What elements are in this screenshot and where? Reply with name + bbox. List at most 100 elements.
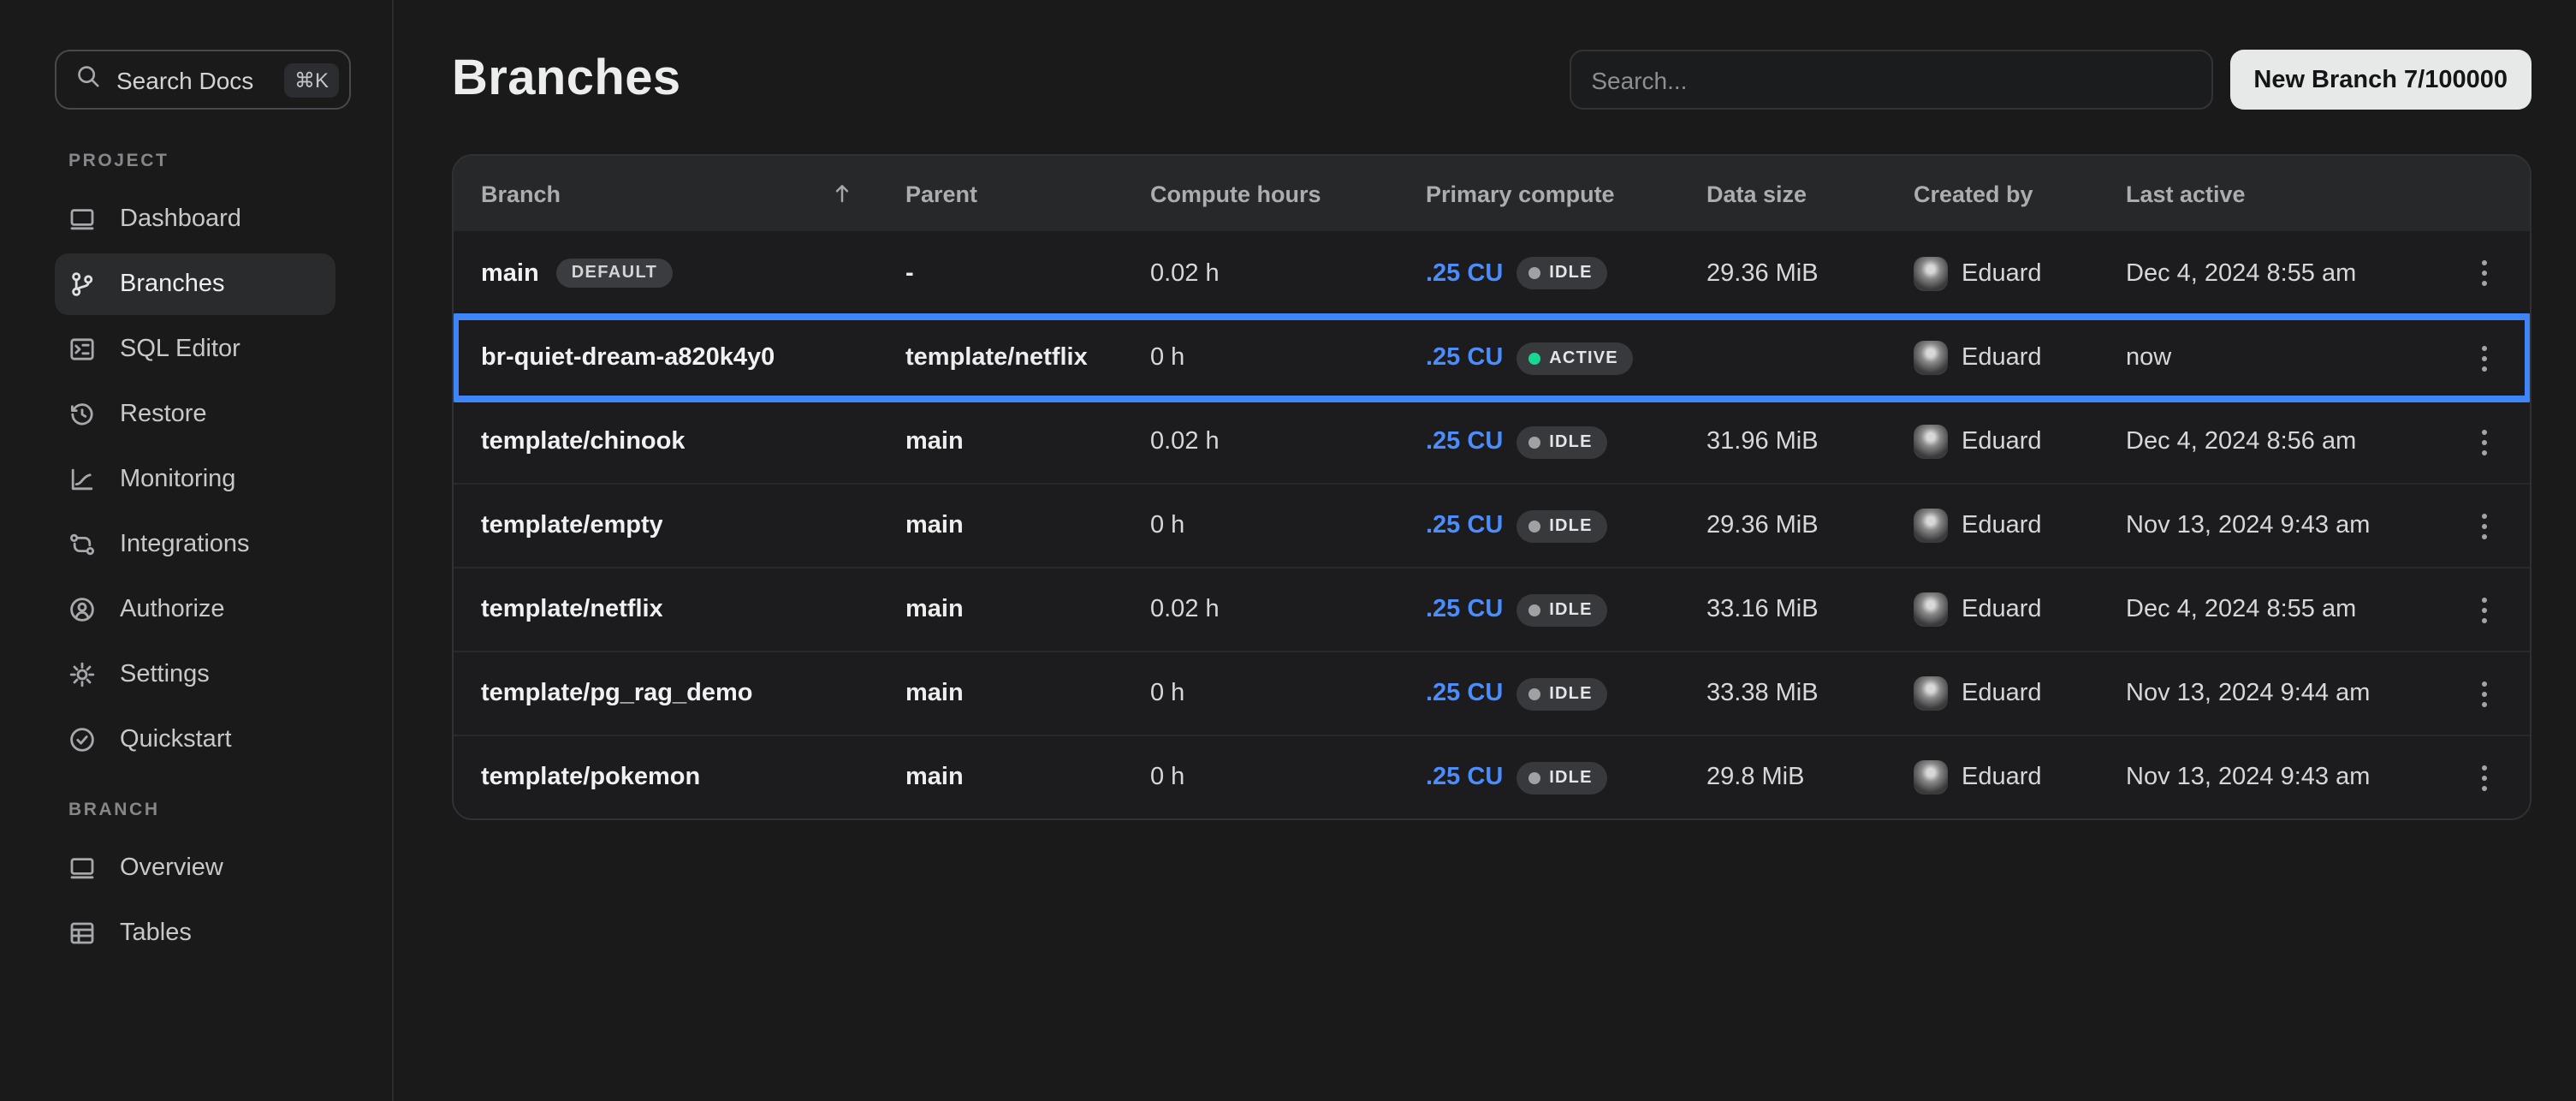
column-header-label: Data size xyxy=(1706,181,1807,206)
parent-name: template/netflix xyxy=(905,344,1088,372)
status-badge: IDLE xyxy=(1517,677,1608,710)
data-size-cell: 33.16 MiB xyxy=(1706,596,1914,623)
table-row[interactable]: br-quiet-dream-a820k4y0 template/netflix 0… xyxy=(454,313,2530,402)
compute-hours-cell: 0 h xyxy=(1150,512,1426,539)
data-size-cell: 29.8 MiB xyxy=(1706,764,1914,791)
user-avatar xyxy=(1914,425,1948,459)
status-dot-icon xyxy=(1528,352,1541,364)
compute-hours-cell: 0.02 h xyxy=(1150,259,1426,287)
table-row[interactable]: template/pokemon main 0 h .25 CU IDLE 29.8 Mi… xyxy=(454,735,2530,818)
branch-cell: br-quiet-dream-a820k4y0 xyxy=(454,344,905,372)
parent-cell: main xyxy=(905,764,1150,791)
sidebar-item-monitoring[interactable]: Monitoring xyxy=(55,449,335,510)
table-row[interactable]: template/empty main 0 h .25 CU IDLE 29.36 MiB… xyxy=(454,483,2530,567)
user-avatar xyxy=(1914,256,1948,290)
parent-name: main xyxy=(905,596,964,623)
sidebar-item-quickstart[interactable]: Quickstart xyxy=(55,709,335,771)
column-header-label: Branch xyxy=(481,181,561,206)
table-row[interactable]: main DEFAULT - 0.02 h .25 CU IDLE 29.36 MiB Edu… xyxy=(454,231,2530,315)
sidebar-section-list: Overview Tables xyxy=(0,837,392,964)
sidebar-item-label: Integrations xyxy=(120,531,250,558)
branch-cell: template/pg_rag_demo xyxy=(454,680,905,707)
table-row[interactable]: template/netflix main 0.02 h .25 CU IDLE 33.1… xyxy=(454,567,2530,651)
row-menu-button[interactable] xyxy=(2472,250,2497,296)
row-menu-button[interactable] xyxy=(2472,754,2497,800)
sidebar-item-authorize[interactable]: Authorize xyxy=(55,579,335,640)
compute-hours-cell: 0.02 h xyxy=(1150,428,1426,455)
column-header-label: Compute hours xyxy=(1150,181,1321,206)
compute-units-value: .25 CU xyxy=(1426,259,1504,287)
primary-compute-cell: .25 CU IDLE xyxy=(1426,257,1706,289)
row-menu-button[interactable] xyxy=(2472,503,2497,549)
compute-hours-value: 0 h xyxy=(1150,680,1185,707)
sidebar-section-list: Dashboard Branches SQL Editor Restore Monito… xyxy=(0,188,392,771)
sort-ascending-icon[interactable] xyxy=(830,182,854,205)
branch-cell: template/empty xyxy=(454,512,905,539)
primary-compute-cell: .25 CU IDLE xyxy=(1426,509,1706,542)
sidebar-item-integrations[interactable]: Integrations xyxy=(55,514,335,575)
last-active-cell: now xyxy=(2126,344,2451,372)
branch-name: template/chinook xyxy=(481,428,686,455)
compute-hours-value: 0.02 h xyxy=(1150,428,1220,455)
last-active-cell: Dec 4, 2024 8:55 am xyxy=(2126,596,2451,623)
row-menu-button[interactable] xyxy=(2472,419,2497,465)
created-by-name: Eduard xyxy=(1962,596,2042,623)
compute-hours-cell: 0.02 h xyxy=(1150,596,1426,623)
sidebar-item-branches[interactable]: Branches xyxy=(55,253,335,315)
column-header-label: Primary compute xyxy=(1426,181,1615,206)
integrations-icon xyxy=(68,531,96,558)
branch-search-input[interactable] xyxy=(1569,50,2213,110)
parent-cell: main xyxy=(905,512,1150,539)
data-size-cell: 33.38 MiB xyxy=(1706,680,1914,707)
table-row[interactable]: template/chinook main 0.02 h .25 CU IDLE 31.9… xyxy=(454,399,2530,483)
sidebar-item-sql-editor[interactable]: SQL Editor xyxy=(55,318,335,380)
created-by-name: Eduard xyxy=(1962,512,2042,539)
created-by-cell: Eduard xyxy=(1914,341,2126,375)
sidebar-item-restore[interactable]: Restore xyxy=(55,384,335,445)
data-size-value: 29.8 MiB xyxy=(1706,764,1805,791)
actions-cell xyxy=(2451,503,2530,549)
search-docs-button[interactable]: Search Docs ⌘K xyxy=(55,50,351,110)
search-docs-label: Search Docs xyxy=(116,66,254,93)
sidebar-item-tables[interactable]: Tables xyxy=(55,902,335,964)
default-badge: DEFAULT xyxy=(555,259,674,288)
status-badge: IDLE xyxy=(1517,593,1608,626)
primary-compute-cell: .25 CU IDLE xyxy=(1426,761,1706,794)
sidebar-item-label: Overview xyxy=(120,854,223,882)
status-label: IDLE xyxy=(1549,684,1593,703)
column-header-data-size: Data size xyxy=(1706,181,1914,206)
user-avatar xyxy=(1914,592,1948,627)
status-label: IDLE xyxy=(1549,768,1593,787)
last-active-cell: Nov 13, 2024 9:43 am xyxy=(2126,512,2451,539)
created-by-name: Eduard xyxy=(1962,428,2042,455)
table-row[interactable]: template/pg_rag_demo main 0 h .25 CU IDLE 33.… xyxy=(454,651,2530,735)
data-size-cell: 29.36 MiB xyxy=(1706,512,1914,539)
column-header-branch[interactable]: Branch xyxy=(454,181,905,206)
branch-cell: template/netflix xyxy=(454,596,905,623)
parent-name: main xyxy=(905,764,964,791)
compute-hours-cell: 0 h xyxy=(1150,344,1426,372)
parent-name: - xyxy=(905,259,914,287)
sidebar-item-label: Settings xyxy=(120,661,210,688)
compute-units-value: .25 CU xyxy=(1426,764,1504,791)
actions-cell xyxy=(2451,586,2530,633)
quickstart-icon xyxy=(68,726,96,753)
row-menu-button[interactable] xyxy=(2472,335,2497,381)
user-avatar xyxy=(1914,341,1948,375)
column-header-created-by: Created by xyxy=(1914,181,2126,206)
parent-cell: template/netflix xyxy=(905,344,1150,372)
column-header-parent: Parent xyxy=(905,181,1150,206)
last-active-value: Nov 13, 2024 9:43 am xyxy=(2126,512,2371,539)
sidebar-item-label: SQL Editor xyxy=(120,336,240,363)
branch-cell: main DEFAULT xyxy=(454,259,905,288)
new-branch-button[interactable]: New Branch 7/100000 xyxy=(2229,50,2531,110)
row-menu-button[interactable] xyxy=(2472,586,2497,633)
sidebar-item-dashboard[interactable]: Dashboard xyxy=(55,188,335,250)
created-by-cell: Eduard xyxy=(1914,760,2126,795)
sidebar-item-overview[interactable]: Overview xyxy=(55,837,335,899)
parent-name: main xyxy=(905,428,964,455)
sidebar-item-settings[interactable]: Settings xyxy=(55,644,335,705)
dashboard-icon xyxy=(68,205,96,233)
row-menu-button[interactable] xyxy=(2472,670,2497,717)
created-by-cell: Eduard xyxy=(1914,592,2126,627)
